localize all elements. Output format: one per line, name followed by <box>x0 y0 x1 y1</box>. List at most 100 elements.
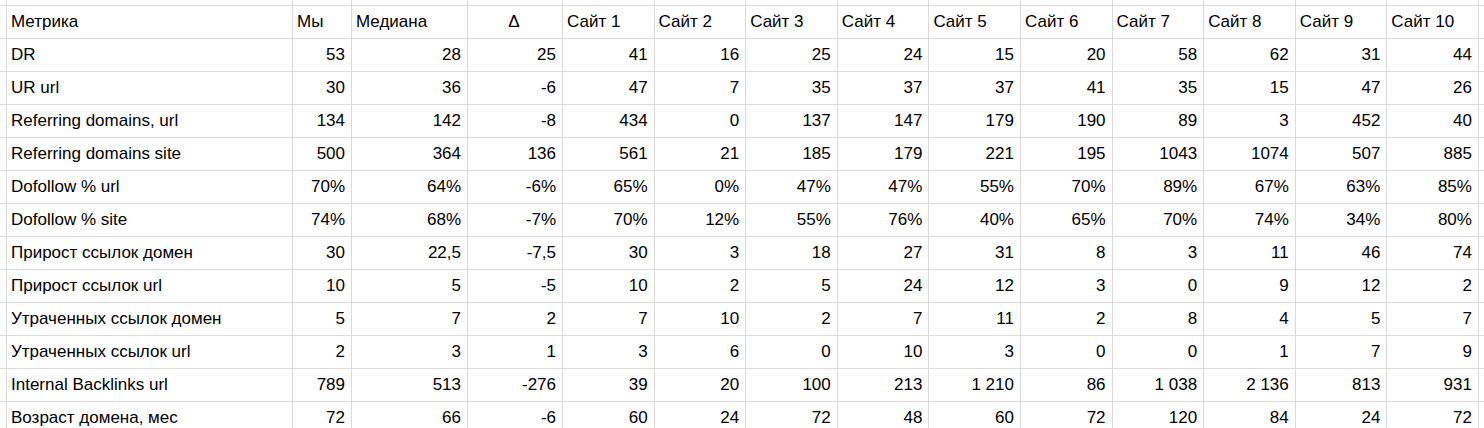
column-header[interactable]: Сайт 2 <box>654 6 746 39</box>
value-cell[interactable]: 7 <box>837 303 929 336</box>
value-cell[interactable]: 1 <box>1204 336 1296 369</box>
value-cell[interactable]: 1 210 <box>929 369 1021 402</box>
value-cell[interactable]: 74% <box>293 204 352 237</box>
value-cell[interactable]: 89 <box>1112 105 1204 138</box>
value-cell[interactable]: 3 <box>929 336 1021 369</box>
value-cell[interactable]: 5 <box>293 303 352 336</box>
value-cell[interactable]: 2 <box>746 303 838 336</box>
metric-label-cell[interactable]: Прирост ссылок url <box>7 270 293 303</box>
delta-cell[interactable]: -6 <box>468 402 563 428</box>
value-cell[interactable]: 24 <box>654 402 746 428</box>
value-cell[interactable]: 72 <box>746 402 838 428</box>
value-cell[interactable]: 7 <box>1295 336 1387 369</box>
metric-label-cell[interactable]: Утраченных ссылок домен <box>7 303 293 336</box>
metric-label-cell[interactable]: DR <box>7 39 293 72</box>
value-cell[interactable]: 10 <box>563 270 655 303</box>
value-cell[interactable]: 20 <box>654 369 746 402</box>
value-cell[interactable]: 47% <box>837 171 929 204</box>
value-cell[interactable]: 34% <box>1295 204 1387 237</box>
value-cell[interactable]: 3 <box>1020 270 1112 303</box>
value-cell[interactable]: 0 <box>746 336 838 369</box>
value-cell[interactable]: 134 <box>293 105 352 138</box>
value-cell[interactable]: 60 <box>563 402 655 428</box>
value-cell[interactable]: 1074 <box>1204 138 1296 171</box>
metric-label-cell[interactable]: Dofollow % url <box>7 171 293 204</box>
value-cell[interactable]: 12 <box>929 270 1021 303</box>
value-cell[interactable]: 21 <box>654 138 746 171</box>
column-header[interactable]: Сайт 1 <box>563 6 655 39</box>
value-cell[interactable]: 137 <box>746 105 838 138</box>
value-cell[interactable]: 86 <box>1020 369 1112 402</box>
value-cell[interactable]: 1043 <box>1112 138 1204 171</box>
value-cell[interactable]: 30 <box>563 237 655 270</box>
value-cell[interactable]: 37 <box>929 72 1021 105</box>
value-cell[interactable]: 31 <box>929 237 1021 270</box>
value-cell[interactable]: 35 <box>1112 72 1204 105</box>
value-cell[interactable]: 68% <box>352 204 468 237</box>
value-cell[interactable]: 452 <box>1295 105 1387 138</box>
delta-cell[interactable]: 25 <box>468 39 563 72</box>
value-cell[interactable]: 31 <box>1295 39 1387 72</box>
value-cell[interactable]: 22,5 <box>352 237 468 270</box>
value-cell[interactable]: 24 <box>837 270 929 303</box>
delta-cell[interactable]: 136 <box>468 138 563 171</box>
value-cell[interactable]: 500 <box>293 138 352 171</box>
metric-label-cell[interactable]: Прирост ссылок домен <box>7 237 293 270</box>
value-cell[interactable]: 0% <box>654 171 746 204</box>
value-cell[interactable]: 58 <box>1112 39 1204 72</box>
value-cell[interactable]: 5 <box>352 270 468 303</box>
value-cell[interactable]: 41 <box>1020 72 1112 105</box>
value-cell[interactable]: 120 <box>1112 402 1204 428</box>
value-cell[interactable]: 89% <box>1112 171 1204 204</box>
value-cell[interactable]: 70% <box>1112 204 1204 237</box>
value-cell[interactable]: 74% <box>1204 204 1296 237</box>
value-cell[interactable]: 20 <box>1020 39 1112 72</box>
delta-cell[interactable]: -5 <box>468 270 563 303</box>
value-cell[interactable]: 72 <box>1387 402 1479 428</box>
value-cell[interactable]: 18 <box>746 237 838 270</box>
value-cell[interactable]: 195 <box>1020 138 1112 171</box>
metric-label-cell[interactable]: Dofollow % site <box>7 204 293 237</box>
value-cell[interactable]: 0 <box>1020 336 1112 369</box>
value-cell[interactable]: 62 <box>1204 39 1296 72</box>
value-cell[interactable]: 7 <box>1387 303 1479 336</box>
value-cell[interactable]: 47 <box>563 72 655 105</box>
value-cell[interactable]: 1 038 <box>1112 369 1204 402</box>
value-cell[interactable]: 5 <box>746 270 838 303</box>
value-cell[interactable]: 179 <box>837 138 929 171</box>
value-cell[interactable]: 3 <box>1204 105 1296 138</box>
value-cell[interactable]: 46 <box>1295 237 1387 270</box>
value-cell[interactable]: 434 <box>563 105 655 138</box>
column-header[interactable]: Метрика <box>7 6 293 39</box>
value-cell[interactable]: 8 <box>1112 303 1204 336</box>
value-cell[interactable]: 40 <box>1387 105 1479 138</box>
value-cell[interactable]: 35 <box>746 72 838 105</box>
delta-cell[interactable]: 2 <box>468 303 563 336</box>
value-cell[interactable]: 72 <box>293 402 352 428</box>
value-cell[interactable]: 147 <box>837 105 929 138</box>
value-cell[interactable]: 15 <box>929 39 1021 72</box>
value-cell[interactable]: 507 <box>1295 138 1387 171</box>
value-cell[interactable]: 0 <box>654 105 746 138</box>
value-cell[interactable]: 213 <box>837 369 929 402</box>
value-cell[interactable]: 7 <box>352 303 468 336</box>
delta-cell[interactable]: -6% <box>468 171 563 204</box>
value-cell[interactable]: 179 <box>929 105 1021 138</box>
value-cell[interactable]: 221 <box>929 138 1021 171</box>
value-cell[interactable]: 10 <box>837 336 929 369</box>
column-header[interactable]: Сайт 8 <box>1204 6 1296 39</box>
value-cell[interactable]: 55% <box>746 204 838 237</box>
value-cell[interactable]: 16 <box>654 39 746 72</box>
column-header[interactable]: Сайт 7 <box>1112 6 1204 39</box>
value-cell[interactable]: 12 <box>1295 270 1387 303</box>
column-header[interactable]: Сайт 10 <box>1387 6 1479 39</box>
delta-cell[interactable]: -8 <box>468 105 563 138</box>
metric-label-cell[interactable]: UR url <box>7 72 293 105</box>
value-cell[interactable]: 0 <box>1112 336 1204 369</box>
value-cell[interactable]: 48 <box>837 402 929 428</box>
value-cell[interactable]: 11 <box>929 303 1021 336</box>
value-cell[interactable]: 70% <box>293 171 352 204</box>
value-cell[interactable]: 100 <box>746 369 838 402</box>
value-cell[interactable]: 3 <box>352 336 468 369</box>
column-header[interactable]: Сайт 9 <box>1295 6 1387 39</box>
